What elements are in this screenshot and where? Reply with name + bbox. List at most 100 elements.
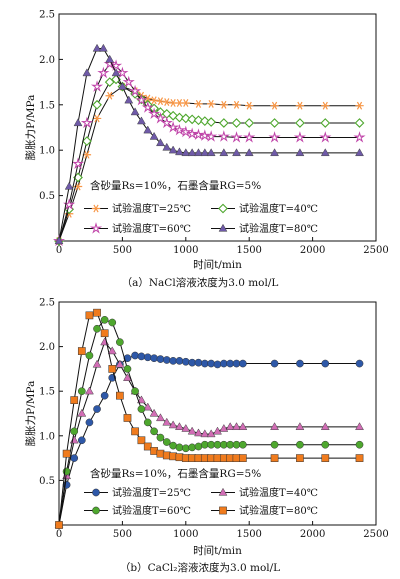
x-tick-label: 500	[113, 245, 132, 256]
data-point	[194, 358, 203, 367]
figure-caption: （a）NaCl溶液浓度为3.0 mol/L	[122, 276, 279, 289]
data-point	[143, 353, 152, 362]
y-tick-label: 0.5	[39, 476, 55, 487]
data-point	[109, 59, 123, 71]
data-point	[320, 148, 330, 157]
legend-item: 试验温度T=80℃	[211, 504, 318, 517]
data-point	[321, 101, 330, 110]
legend-item: 试验温度T=60℃	[84, 222, 191, 235]
data-point	[198, 129, 211, 141]
data-point	[321, 454, 330, 462]
data-point	[167, 121, 180, 133]
legend-item: 试验温度T=40℃	[211, 486, 318, 499]
data-point	[129, 84, 142, 97]
data-point	[239, 440, 247, 449]
data-point	[77, 347, 86, 355]
data-point	[123, 414, 132, 422]
x-tick-label: 1500	[236, 245, 261, 256]
data-point	[108, 365, 117, 373]
data-point	[194, 428, 203, 437]
data-point	[207, 359, 216, 368]
data-point	[270, 148, 279, 157]
data-point	[85, 386, 94, 395]
data-point	[85, 418, 94, 427]
data-point	[270, 101, 279, 110]
x-axis-label: 时间t/min	[193, 258, 242, 271]
data-point	[296, 359, 304, 368]
data-point	[137, 436, 146, 445]
legend-item: 试验温度T=80℃	[211, 222, 318, 235]
data-point	[137, 352, 146, 361]
data-point	[194, 442, 203, 451]
data-point	[193, 115, 204, 126]
data-point	[355, 440, 364, 449]
data-point	[270, 454, 279, 462]
series-0	[54, 82, 364, 245]
data-point	[205, 130, 218, 142]
data-point	[206, 148, 216, 157]
legend-marker	[89, 222, 103, 234]
data-point	[192, 128, 205, 140]
legend-item: 试验温度T=60℃	[84, 504, 191, 517]
data-point	[295, 118, 305, 128]
data-point	[296, 454, 304, 462]
plot-frame	[58, 301, 377, 526]
data-point	[105, 91, 114, 100]
data-point	[218, 118, 229, 128]
data-point	[117, 81, 127, 90]
data-point	[71, 157, 85, 169]
data-point	[355, 454, 364, 462]
data-point	[116, 338, 124, 346]
data-point	[143, 418, 152, 427]
data-point	[217, 130, 230, 142]
y-tick-label: 1.5	[39, 387, 55, 398]
y-axis-label: 膨胀力P/MPa	[24, 95, 37, 161]
data-point	[105, 54, 115, 63]
data-point	[354, 118, 365, 128]
data-point	[64, 181, 74, 190]
data-point	[181, 423, 191, 432]
data-point	[179, 125, 192, 138]
data-point	[115, 359, 125, 368]
data-point	[116, 66, 129, 79]
data-point	[131, 387, 139, 396]
chart-note: 含砂量Rs=10%，石墨含量RG=5%	[90, 179, 261, 192]
data-point	[270, 440, 279, 449]
data-point	[355, 359, 364, 368]
data-point	[320, 422, 330, 431]
data-point	[186, 127, 199, 140]
data-point	[150, 427, 158, 436]
data-point	[148, 107, 161, 120]
data-point	[156, 97, 165, 106]
data-point	[92, 43, 102, 52]
data-point	[219, 148, 229, 157]
data-point	[123, 373, 132, 381]
y-axis-label: 膨胀力P/MPa	[24, 381, 37, 447]
x-tick-label: 1000	[173, 245, 198, 256]
data-point	[213, 360, 222, 369]
x-tick-label: 2000	[300, 245, 325, 256]
data-point	[206, 99, 216, 108]
data-point	[355, 422, 364, 431]
legend-marker	[92, 488, 100, 497]
data-point	[168, 110, 178, 121]
data-point	[77, 408, 87, 417]
data-point	[100, 315, 109, 324]
data-point	[149, 131, 159, 140]
data-point	[175, 443, 184, 452]
legend-marker	[92, 506, 100, 515]
data-point	[93, 405, 101, 413]
data-point	[230, 131, 243, 143]
data-point	[80, 116, 93, 129]
data-point	[154, 112, 167, 124]
legend-label: 试验温度T=40℃	[239, 486, 318, 499]
legend-label: 试验温度T=25℃	[112, 202, 191, 215]
legend-label: 试验温度T=60℃	[112, 504, 191, 517]
data-point	[270, 359, 279, 368]
data-point	[321, 359, 330, 368]
data-point	[98, 43, 108, 52]
data-point	[69, 435, 79, 444]
data-point	[136, 116, 146, 125]
data-point	[123, 354, 132, 363]
